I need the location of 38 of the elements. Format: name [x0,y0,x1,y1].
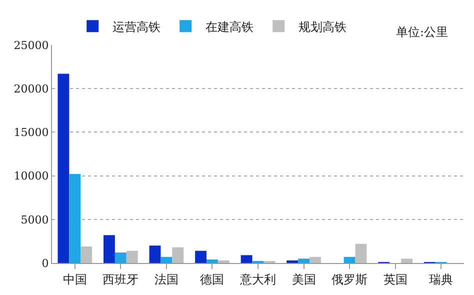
x-tick-label: 德国 [200,272,224,286]
bar [172,247,184,263]
y-tick-label: 25000 [14,38,49,52]
bar [401,258,412,263]
y-tick-label: 15000 [14,126,49,140]
bar [114,252,126,263]
bar [126,250,138,263]
x-tick-label: 西班牙 [102,272,139,286]
y-tick-label: 5000 [20,213,49,226]
bar [160,256,172,263]
bar [58,74,70,263]
y-tick-label: 0 [42,256,49,270]
y-tick-label: 10000 [14,170,49,183]
bar [80,246,92,263]
x-tick-label: 中国 [62,272,87,286]
legend-label: 在建高铁 [206,20,254,34]
x-tick-label: 瑞典 [429,272,454,286]
text: 单位:公里 [396,25,448,39]
bar [344,256,356,263]
x-tick-label: 俄罗斯 [332,272,368,286]
x-tick-label: 意大利 [239,272,276,286]
bar [218,260,230,263]
x-tick-label: 法国 [154,272,178,286]
bar [310,256,321,263]
y-tick-label: 20000 [14,82,49,96]
bar [104,235,115,263]
bar [149,246,161,263]
legend-label: 规划高铁 [298,20,347,34]
bar [298,258,310,263]
bar [355,244,367,263]
x-tick-label: 英国 [383,272,408,286]
bar [240,255,252,263]
legend-label: 运营高铁 [112,20,161,34]
x-tick-label: 美国 [292,272,316,286]
bar [286,260,298,263]
bar [69,174,81,263]
bar [195,250,206,263]
bar [206,260,218,263]
